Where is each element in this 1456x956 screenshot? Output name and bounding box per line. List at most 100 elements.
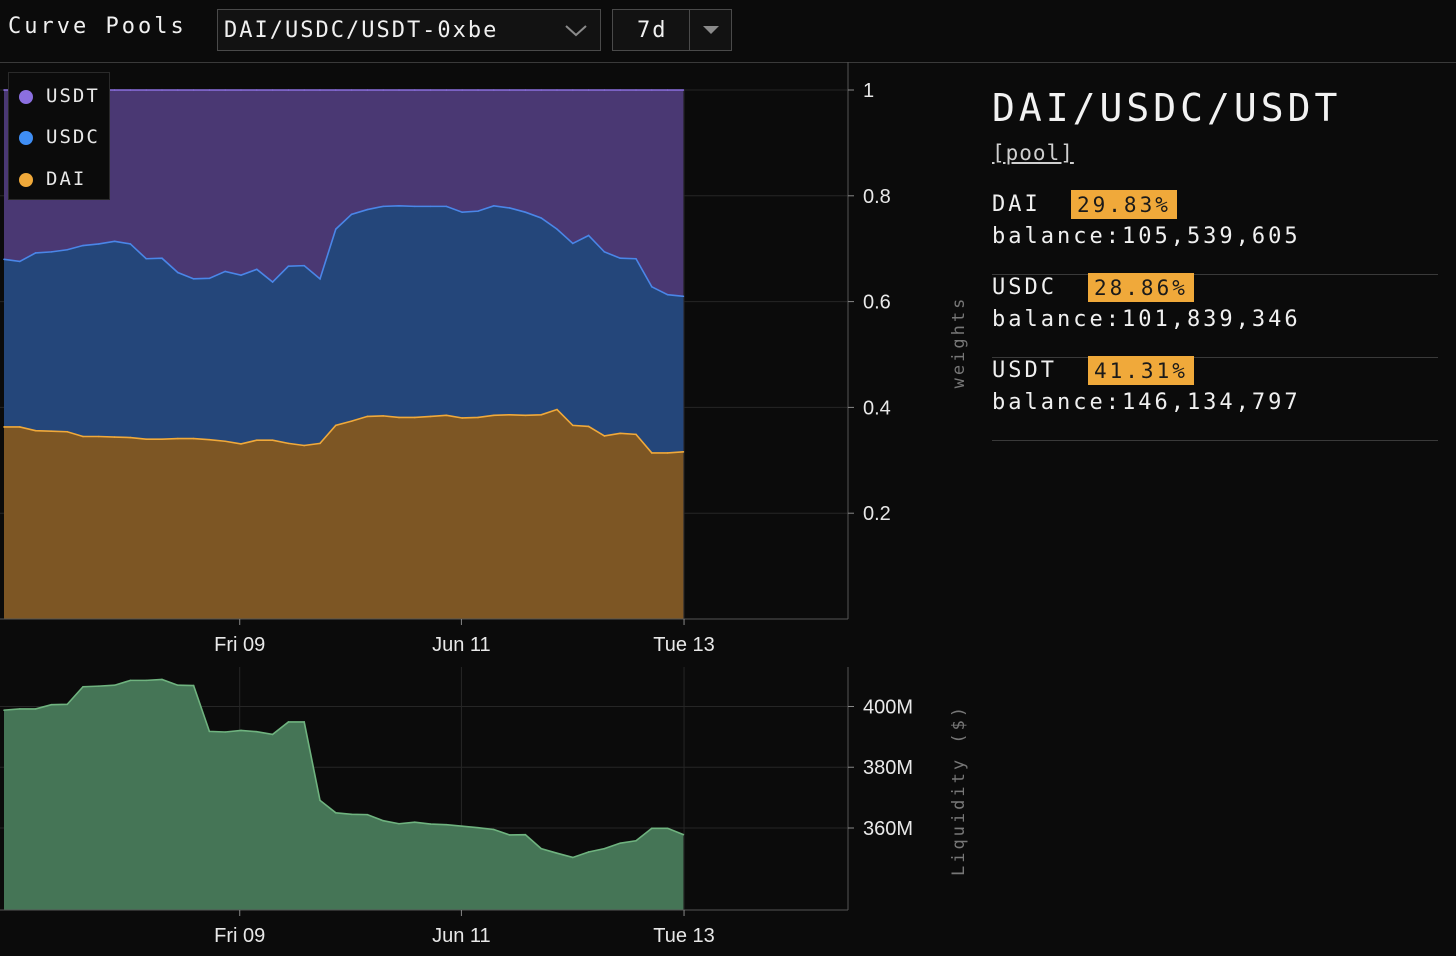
point-dai: [382, 415, 385, 417]
point-usdt: [540, 89, 542, 91]
point-usdc: [556, 228, 558, 230]
pool-link[interactable]: [pool]: [992, 141, 1074, 165]
point-liquidity: [572, 856, 574, 859]
point-usdt: [303, 89, 306, 91]
point-usdt: [493, 89, 495, 91]
point-liquidity: [635, 839, 637, 842]
y-tick-label: 400M: [863, 696, 913, 718]
point-liquidity: [303, 721, 306, 723]
point-dai: [666, 452, 669, 454]
token-dai: DAI 29.83% balance:105,539,605: [992, 190, 1438, 275]
point-usdc: [50, 251, 53, 253]
point-liquidity: [34, 708, 37, 710]
point-usdt: [461, 89, 464, 91]
point-usdc: [19, 260, 21, 263]
point-usdt: [319, 89, 321, 91]
point-liquidity: [113, 684, 116, 687]
point-usdc: [240, 274, 242, 276]
x-tick-label: Jun 11: [432, 634, 491, 656]
y-tick-label: 0.4: [863, 397, 891, 419]
point-dai: [524, 414, 527, 417]
point-dai: [287, 442, 290, 445]
x-tick-label: Tue 13: [653, 925, 715, 947]
token-name: USDC: [992, 275, 1057, 300]
point-dai: [50, 430, 53, 433]
point-usdt: [666, 89, 669, 91]
point-usdc: [303, 264, 306, 267]
point-liquidity: [556, 852, 558, 854]
point-usdc: [224, 270, 226, 273]
point-liquidity: [398, 822, 400, 825]
point-dai: [129, 436, 132, 439]
chevron-down-icon: [565, 25, 587, 37]
point-usdt: [208, 89, 211, 91]
point-usdt: [129, 89, 132, 91]
point-dai: [508, 414, 511, 416]
point-usdc: [651, 285, 653, 288]
point-liquidity: [414, 821, 416, 824]
point-usdt: [240, 89, 242, 91]
token-balance: balance:105,539,605: [992, 224, 1301, 249]
token-balance: balance:146,134,797: [992, 390, 1301, 415]
caret-down-icon[interactable]: [703, 26, 719, 34]
area-liquidity: [4, 679, 684, 910]
point-usdc: [113, 240, 116, 243]
point-dai: [445, 414, 448, 417]
range-select-divider: [689, 10, 690, 50]
x-tick-label: Fri 09: [214, 925, 265, 947]
token-usdc: USDC 28.86% balance:101,839,346: [992, 273, 1438, 358]
point-liquidity: [319, 799, 321, 802]
point-liquidity: [19, 708, 21, 710]
pool-select[interactable]: DAI/USDC/USDT-0xbe: [217, 9, 601, 51]
point-usdc: [177, 271, 179, 274]
point-dai: [461, 417, 464, 419]
point-dai: [414, 416, 416, 419]
point-dai: [366, 415, 369, 418]
point-dai: [82, 435, 84, 438]
point-usdt: [271, 89, 274, 91]
point-dai: [635, 433, 637, 436]
point-liquidity: [493, 828, 495, 831]
point-usdc: [540, 217, 542, 219]
point-usdc: [350, 213, 353, 216]
point-usdc: [271, 281, 274, 283]
point-usdc: [603, 251, 606, 253]
point-liquidity: [445, 823, 448, 826]
point-usdc: [145, 257, 147, 260]
point-dai: [240, 443, 242, 445]
point-liquidity: [461, 825, 464, 827]
point-usdt: [145, 89, 147, 91]
point-liquidity: [382, 819, 385, 822]
point-liquidity: [82, 685, 84, 688]
point-liquidity: [587, 851, 590, 853]
point-dai: [319, 442, 321, 445]
token-percent-badge: 28.86%: [1088, 273, 1194, 302]
point-usdt: [398, 89, 400, 91]
point-usdt: [445, 89, 448, 91]
point-usdc: [208, 277, 211, 280]
top-bar: Curve Pools DAI/USDC/USDT-0xbe 7d: [0, 0, 1456, 63]
point-usdc: [587, 234, 590, 237]
point-dai: [572, 424, 574, 427]
point-liquidity: [177, 684, 179, 687]
point-liquidity: [540, 847, 542, 850]
weights-chart: 0.2 0.4 0.6 0.8 1 Fri 09 Jun 11 Tue 13 weights: [0, 62, 969, 656]
line-usdc: [3, 205, 684, 298]
range-select[interactable]: 7d: [612, 9, 732, 51]
point-usdc: [98, 243, 100, 245]
point-usdc: [635, 257, 637, 260]
point-usdc: [445, 205, 448, 208]
area-dai: [4, 409, 684, 619]
point-dai: [161, 438, 163, 440]
point-usdt: [508, 89, 511, 91]
point-usdt: [382, 89, 385, 91]
point-liquidity: [192, 684, 195, 687]
token-name: USDT: [992, 358, 1057, 383]
y-tick-label: 0.6: [863, 292, 891, 314]
x-tick-label: Jun 11: [432, 925, 491, 947]
point-usdc: [366, 208, 369, 211]
point-liquidity: [366, 813, 369, 816]
point-usdt: [335, 89, 337, 91]
legend-label: DAI: [46, 168, 87, 190]
